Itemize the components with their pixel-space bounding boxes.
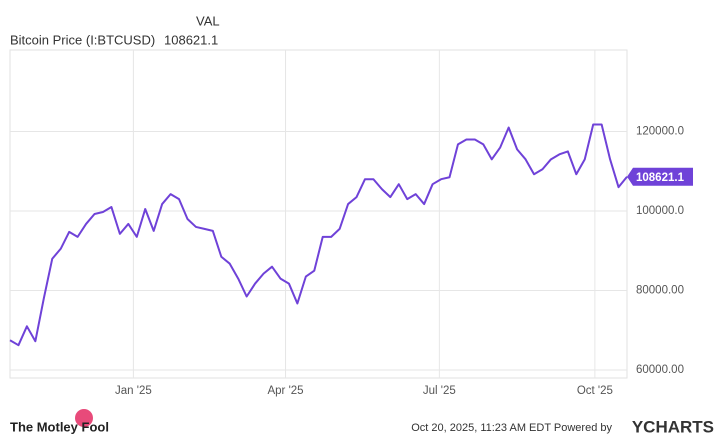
legend-label: Bitcoin Price (I:BTCUSD) xyxy=(10,32,155,47)
legend-value: 108621.1 xyxy=(164,32,218,47)
y-tick-label: 100000.0 xyxy=(636,205,684,217)
x-tick-label: Jul '25 xyxy=(423,385,456,397)
timestamp: Oct 20, 2025, 11:23 AM EDT Powered by xyxy=(411,422,612,434)
y-tick-label: 80000.00 xyxy=(636,285,684,297)
y-tick-label: 60000.00 xyxy=(636,364,684,376)
plot-frame xyxy=(9,49,628,379)
brand-left: The Motley Fool xyxy=(10,419,109,434)
column-header: VAL xyxy=(196,13,220,28)
brand-right: YCHARTS xyxy=(632,417,714,436)
x-tick-label: Apr '25 xyxy=(267,385,303,397)
fool-logo xyxy=(75,409,93,427)
last-value-badge xyxy=(627,167,693,186)
last-value-label: 108621.1 xyxy=(636,172,685,184)
x-tick-label: Jan '25 xyxy=(115,385,152,397)
price-line xyxy=(9,123,628,347)
y-tick-label: 120000.0 xyxy=(636,126,684,138)
x-tick-label: Oct '25 xyxy=(577,385,613,397)
